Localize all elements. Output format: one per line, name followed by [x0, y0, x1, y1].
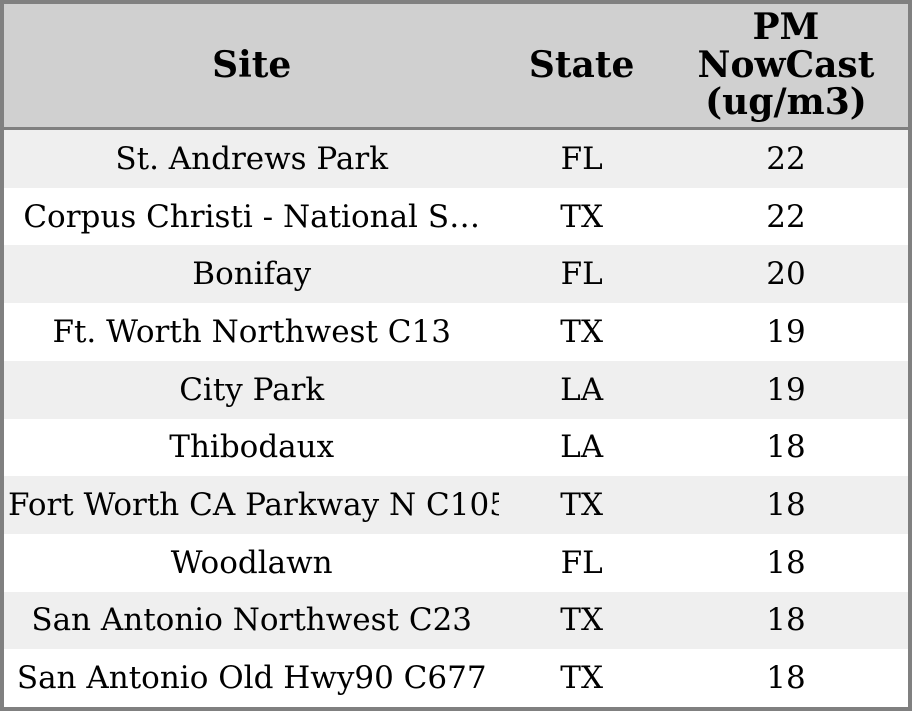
cell-state: TX — [560, 313, 604, 350]
cell-site: Corpus Christi - National S… — [23, 198, 481, 235]
cell-state: LA — [560, 429, 604, 466]
cell-state: FL — [560, 256, 603, 293]
table-row: City Park LA 19 — [4, 360, 908, 419]
cell-state: TX — [560, 198, 604, 235]
cell-pm-nowcast: 18 — [766, 487, 806, 524]
table-row: St. Andrews Park FL 22 — [4, 130, 908, 188]
cell-pm-nowcast: 19 — [766, 313, 806, 350]
cell-pm-nowcast: 18 — [766, 660, 806, 697]
cell-pm-nowcast: 22 — [766, 140, 806, 177]
cell-state: TX — [560, 602, 604, 639]
cell-site: Ft. Worth Northwest C13 — [52, 313, 451, 350]
cell-pm-nowcast: 18 — [766, 429, 806, 466]
table-row: San Antonio Northwest C23 TX 18 — [4, 591, 908, 650]
table-body: St. Andrews Park FL 22 Corpus Christi - … — [4, 130, 908, 707]
table-row: Fort Worth CA Parkway N C1053 TX 18 — [4, 476, 908, 534]
table-row: San Antonio Old Hwy90 C677 TX 18 — [4, 649, 908, 707]
cell-pm-nowcast: 20 — [766, 256, 806, 293]
cell-state: LA — [560, 371, 604, 408]
table-row: Ft. Worth Northwest C13 TX 19 — [4, 303, 908, 361]
cell-pm-nowcast: 22 — [766, 198, 806, 235]
cell-site: San Antonio Old Hwy90 C677 — [16, 660, 487, 697]
table-row: Thibodaux LA 18 — [4, 418, 908, 477]
table-row: Bonifay FL 20 — [4, 245, 908, 304]
table-row: Corpus Christi - National S… TX 22 — [4, 187, 908, 246]
column-header-state: State — [528, 46, 635, 85]
cell-site: Thibodaux — [169, 429, 335, 466]
cell-site: City Park — [179, 371, 325, 408]
table-row: Woodlawn FL 18 — [4, 533, 908, 592]
cell-site: San Antonio Northwest C23 — [31, 602, 473, 639]
cell-pm-nowcast: 18 — [766, 544, 806, 581]
cell-site: St. Andrews Park — [115, 140, 388, 177]
table-header-row: Site State PM NowCast (ug/m3) — [4, 4, 908, 130]
cell-site: Woodlawn — [170, 544, 333, 581]
cell-state: TX — [560, 487, 604, 524]
cell-site: Fort Worth CA Parkway N C1053 — [8, 487, 500, 524]
cell-state: FL — [560, 544, 603, 581]
cell-state: TX — [560, 660, 604, 697]
column-header-site: Site — [212, 46, 292, 85]
column-header-pm-nowcast: PM NowCast (ug/m3) — [697, 8, 875, 123]
cell-pm-nowcast: 19 — [766, 371, 806, 408]
cell-pm-nowcast: 18 — [766, 602, 806, 639]
cell-site: Bonifay — [192, 256, 312, 293]
cell-state: FL — [560, 140, 603, 177]
